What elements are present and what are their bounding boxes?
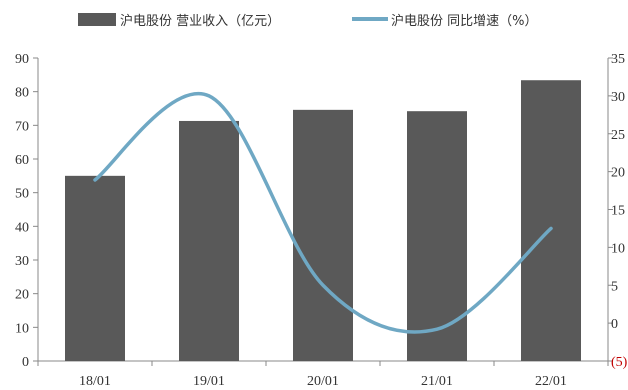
y-left-tick-label: 80: [15, 86, 29, 101]
y-right-tick-label: 15: [611, 204, 625, 219]
y-left-tick-label: 70: [15, 119, 29, 134]
legend-label-growth: 沪电股份 同比增速（%）: [391, 13, 538, 29]
y-left-tick-label: 10: [15, 321, 29, 336]
y-right-tick-label: 20: [611, 166, 625, 181]
x-tick-label: 22/01: [535, 374, 567, 389]
y-right-tick-label: 25: [611, 128, 625, 143]
y-right-tick-label: 10: [611, 241, 625, 256]
growth-line: [93, 91, 553, 334]
bar: [521, 80, 581, 361]
y-right-tick-label: 30: [611, 90, 625, 105]
legend-label-revenue: 沪电股份 营业收入（亿元）: [120, 13, 280, 29]
y-right-tick-label: 35: [611, 52, 625, 67]
axes: 0 10 20 30 40 50 60 70 80 90 (5) 0 5 10 15 20 25 30 35 18/0…: [15, 52, 628, 389]
y-right-tick-label: 5: [611, 279, 618, 294]
y-right-tick-label: (5): [611, 355, 628, 370]
bar-series: [65, 80, 581, 362]
y-left-tick-label: 90: [15, 52, 29, 67]
legend: 沪电股份 营业收入（亿元） 沪电股份 同比增速（%）: [78, 13, 538, 29]
x-tick-label: 21/01: [421, 374, 453, 389]
line-series: [93, 91, 553, 334]
y-left-tick-label: 20: [15, 288, 29, 303]
y-left-tick-label: 40: [15, 220, 29, 235]
bar: [65, 175, 125, 361]
y-left-tick-label: 0: [22, 355, 29, 370]
y-left-tick-label: 30: [15, 254, 29, 269]
y-left-tick-label: 60: [15, 153, 29, 168]
y-left-tick-label: 50: [15, 187, 29, 202]
x-tick-label: 20/01: [307, 374, 339, 389]
bar: [179, 120, 239, 361]
bar: [293, 109, 353, 361]
y-right-tick-label: 0: [611, 317, 618, 332]
bar: [407, 111, 467, 362]
legend-swatch-revenue: [78, 13, 116, 26]
x-tick-label: 19/01: [193, 374, 225, 389]
x-tick-label: 18/01: [79, 374, 111, 389]
